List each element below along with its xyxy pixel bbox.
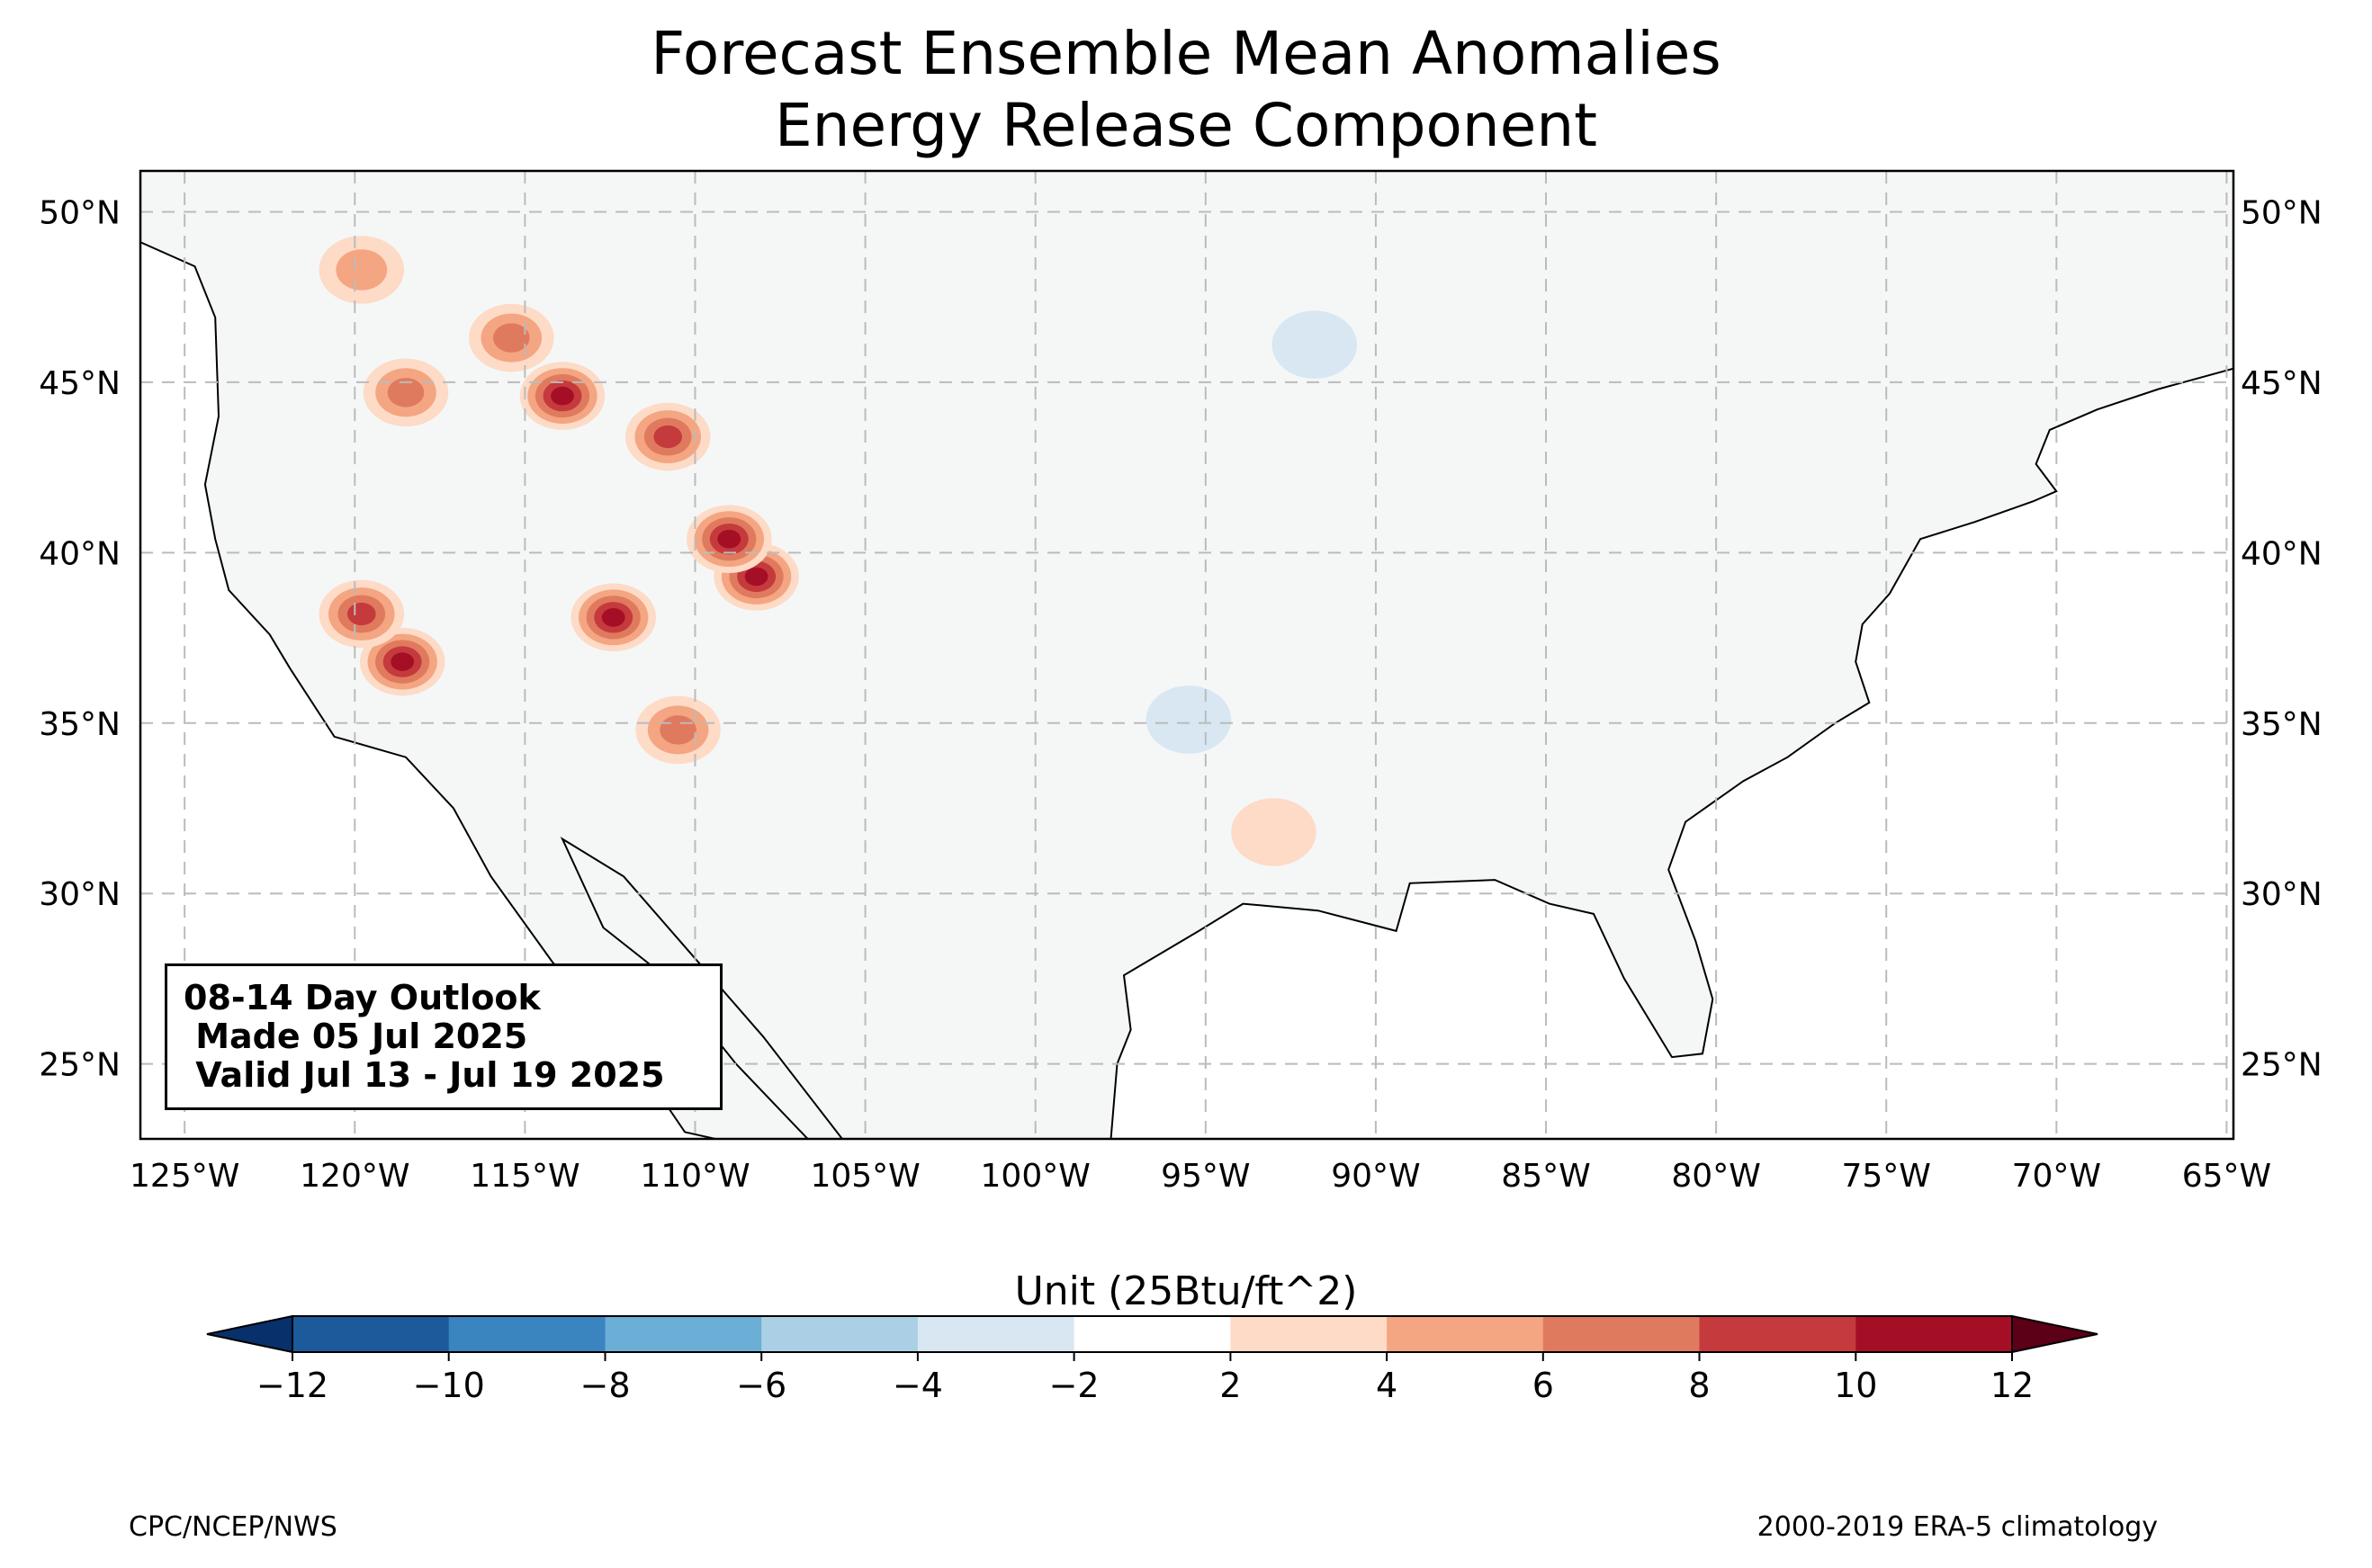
colorbar-tick-label: −8 [580, 1366, 630, 1405]
colorbar-outline [292, 1315, 2013, 1353]
lon-tick-label: 65°W [2182, 1158, 2271, 1195]
lon-tick-label: 75°W [1841, 1158, 1930, 1195]
credit-climatology: 2000-2019 ERA-5 climatology [1757, 1511, 2158, 1543]
colorbar-label: Unit (25Btu/ft^2) [1014, 1268, 1358, 1314]
lon-tick-label: 70°W [2012, 1158, 2101, 1195]
colorbar-segment [1074, 1316, 1231, 1352]
colorbar-tick-label: 10 [1834, 1366, 1877, 1405]
lon-tick-label: 95°W [1161, 1158, 1250, 1195]
anomaly-contour [1231, 798, 1316, 866]
colorbar-tick-label: 6 [1532, 1366, 1554, 1405]
anomaly-contour [1271, 310, 1358, 380]
anomaly-contour [336, 249, 388, 291]
outlook-valid-range: Valid Jul 13 - Jul 19 2025 [184, 1054, 665, 1095]
colorbar-segment [917, 1316, 1075, 1352]
title-line-1: Forecast Ensemble Mean Anomalies [651, 19, 1721, 88]
outlook-period: 08-14 Day Outlook [184, 978, 541, 1017]
colorbar-max-extend [2011, 1314, 2098, 1354]
anomaly-contour [493, 323, 530, 353]
anomaly-contour [551, 386, 574, 406]
outlook-made-date: Made 05 Jul 2025 [184, 1016, 528, 1056]
colorbar-tick-label: −2 [1049, 1366, 1100, 1405]
latitude-axis: 25°N 25°N 30°N 30°N 35°N 35°N 40°N 40°N 45°N 45°N… [39, 195, 2323, 1084]
colorbar-min-extend [206, 1314, 293, 1354]
anomaly-contour [387, 378, 425, 408]
colorbar-tick-label: −6 [736, 1366, 786, 1405]
longitude-axis: 125°W 120°W 115°W 110°W 105°W 100°W 95°W 90°W 85… [130, 1158, 2271, 1195]
colorbar-tick-label: −4 [893, 1366, 943, 1405]
lat-tick-label-right: 30°N [2241, 876, 2323, 913]
lon-tick-label: 80°W [1671, 1158, 1760, 1195]
colorbar-segment [448, 1316, 606, 1352]
lon-tick-label: 100°W [981, 1158, 1091, 1195]
colorbar-segment [605, 1316, 762, 1352]
title-line-2: Energy Release Component [774, 91, 1598, 160]
colorbar: −12 −10 −8 −6 −4 −2 2 4 6 8 10 12 [206, 1314, 2098, 1405]
colorbar-segment [1542, 1316, 1701, 1352]
lat-tick-label: 25°N [39, 1047, 121, 1084]
map-frame [139, 169, 2235, 1141]
colorbar-tick-label: 12 [1990, 1366, 2034, 1405]
colorbar-tick-label: 4 [1376, 1366, 1397, 1405]
anomaly-contour [717, 529, 741, 549]
lat-tick-label-right: 25°N [2241, 1047, 2323, 1084]
lat-tick-label-right: 45°N [2241, 365, 2323, 402]
coastline [140, 241, 2233, 1139]
lon-tick-label: 90°W [1331, 1158, 1420, 1195]
lat-tick-label: 30°N [39, 876, 121, 913]
anomaly-contour [1146, 685, 1232, 754]
anomaly-contour [391, 652, 415, 671]
lon-tick-label: 120°W [300, 1158, 409, 1195]
colorbar-segment [761, 1316, 919, 1352]
colorbar-tick-label: 8 [1688, 1366, 1710, 1405]
colorbar-tick-label: −10 [413, 1366, 485, 1405]
colorbar-segment [1699, 1316, 1856, 1352]
lat-tick-label: 45°N [39, 365, 121, 402]
lat-tick-label: 35°N [39, 706, 121, 743]
anomaly-contour [653, 425, 682, 449]
lat-tick-label: 40°N [39, 535, 121, 572]
credit-source: CPC/NCEP/NWS [129, 1511, 337, 1543]
lon-tick-label: 105°W [810, 1158, 920, 1195]
colorbar-tick-label: −12 [256, 1366, 328, 1405]
colorbar-tick-label: 2 [1219, 1366, 1241, 1405]
lon-tick-label: 125°W [130, 1158, 239, 1195]
lon-tick-label: 115°W [470, 1158, 580, 1195]
outlook-info-box: 08-14 Day Outlook Made 05 Jul 2025 Valid… [165, 963, 723, 1110]
colorbar-segment [1855, 1316, 2013, 1352]
anomaly-contour [660, 715, 696, 745]
lat-tick-label-right: 35°N [2241, 706, 2323, 743]
lat-tick-label-right: 50°N [2241, 195, 2323, 232]
colorbar-segment [1387, 1316, 1544, 1352]
colorbar-segment [1230, 1316, 1388, 1352]
colorbar-segment [292, 1316, 450, 1352]
lon-tick-label: 85°W [1501, 1158, 1590, 1195]
map-layer [140, 171, 2233, 1139]
anomaly-contour [347, 602, 376, 626]
lat-tick-label: 50°N [39, 195, 121, 232]
lon-tick-label: 110°W [640, 1158, 750, 1195]
anomaly-contour [601, 608, 625, 627]
lat-tick-label-right: 40°N [2241, 535, 2323, 572]
anomaly-contour [744, 567, 768, 587]
